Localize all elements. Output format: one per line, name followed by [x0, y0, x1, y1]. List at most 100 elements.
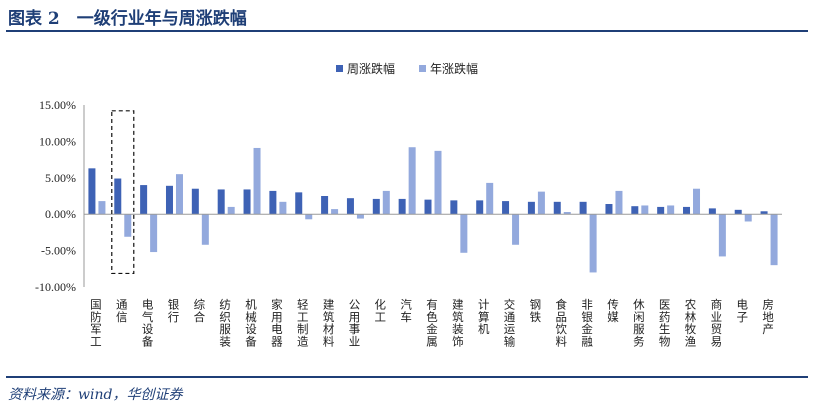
bar-yearly-4 — [175, 174, 183, 215]
bar-yearly-15 — [460, 214, 468, 253]
bar-weekly-22 — [631, 206, 639, 215]
x-tick-label: 建筑材料 — [323, 297, 335, 348]
legend-label-2: 年涨跌幅 — [430, 61, 478, 76]
bar-weekly-17 — [502, 201, 510, 215]
x-tick-label: 传媒 — [607, 297, 619, 323]
x-tick-label: 轻工制造 — [297, 297, 309, 348]
x-tick-label: 通信 — [116, 297, 128, 323]
bar-yearly-14 — [434, 150, 442, 215]
bar-yearly-9 — [305, 214, 313, 220]
x-tick-label: 食品饮料 — [556, 297, 568, 348]
figure-title: 图表 2 一级行业年与周涨跌幅 — [8, 9, 247, 29]
y-tick-label: 0.00% — [45, 207, 76, 221]
highlight-dashed-box — [111, 110, 135, 275]
bar-yearly-6 — [227, 206, 235, 215]
bar-weekly-14 — [424, 199, 432, 215]
source-note: 资料来源：wind，华创证券 — [8, 387, 183, 403]
x-tick-label: 商业贸易 — [711, 297, 723, 348]
bar-yearly-11 — [356, 214, 364, 219]
bar-weekly-27 — [760, 211, 768, 215]
bar-chart: 周涨跌幅 年涨跌幅 15.00% 10.00% 5.00% 0.00% -5.00% -10… — [35, 61, 782, 349]
x-tick-label: 汽车 — [400, 297, 412, 323]
x-tick-label: 农林牧渔 — [685, 297, 697, 348]
bar-yearly-1 — [98, 201, 106, 215]
x-tick-label: 房地产 — [762, 297, 774, 336]
bar-weekly-26 — [734, 209, 742, 215]
figure-header: 图表 2 一级行业年与周涨跌幅 — [0, 0, 814, 34]
x-tick-label: 公用事业 — [349, 297, 361, 348]
bar-yearly-20 — [589, 214, 597, 273]
bar-weekly-7 — [243, 189, 251, 215]
bar-weekly-20 — [579, 201, 587, 215]
bar-yearly-21 — [615, 190, 623, 215]
bar-weekly-4 — [165, 185, 173, 215]
bar-weekly-23 — [657, 206, 665, 215]
bar-weekly-13 — [398, 198, 406, 215]
bar-yearly-3 — [150, 214, 158, 253]
bar-yearly-22 — [641, 205, 649, 215]
bar-weekly-1 — [88, 168, 96, 215]
bar-weekly-10 — [321, 196, 329, 215]
x-tick-label: 机械设备 — [245, 297, 257, 348]
y-tick-label: -10.00% — [35, 280, 76, 294]
y-tick-label: 5.00% — [45, 171, 76, 185]
bar-yearly-8 — [279, 201, 287, 215]
x-tick-label: 休闲服务 — [633, 297, 645, 348]
bar-yearly-12 — [382, 190, 390, 215]
x-tick-label: 钢铁 — [530, 297, 542, 323]
x-tick-label: 电子 — [736, 297, 748, 323]
bar-yearly-26 — [744, 214, 752, 222]
bar-weekly-25 — [708, 208, 716, 215]
x-tick-label: 医药生物 — [659, 297, 671, 348]
legend-label-1: 周涨跌幅 — [347, 61, 395, 76]
x-tick-label: 家用电器 — [271, 297, 283, 348]
x-tick-label: 化工 — [375, 297, 387, 323]
bar-yearly-27 — [770, 214, 778, 266]
bar-weekly-12 — [372, 198, 380, 215]
x-tick-label: 纺织服装 — [219, 297, 231, 348]
bar-yearly-10 — [331, 209, 339, 215]
header-rule — [6, 30, 808, 32]
bar-weekly-24 — [683, 206, 691, 215]
bar-weekly-2 — [114, 178, 122, 215]
bar-yearly-25 — [718, 214, 726, 257]
x-tick-label: 综合 — [194, 297, 206, 323]
x-tick-label: 国防军工 — [90, 297, 102, 348]
legend-swatch-1 — [336, 65, 343, 72]
bar-weekly-11 — [346, 198, 354, 215]
bar-weekly-19 — [553, 201, 561, 215]
x-tick-label: 有色金属 — [426, 297, 438, 348]
bar-yearly-23 — [667, 205, 675, 215]
bar-weekly-6 — [217, 189, 225, 215]
bar-yearly-16 — [486, 182, 494, 215]
x-tick-label: 电气设备 — [142, 297, 154, 348]
bar-weekly-15 — [450, 200, 458, 215]
x-tick-label: 交通运输 — [504, 297, 516, 348]
y-axis: 15.00% 10.00% 5.00% 0.00% -5.00% -10.00% — [35, 98, 85, 294]
bars-group — [88, 147, 778, 273]
x-tick-label: 非银金融 — [581, 297, 593, 348]
bar-weekly-18 — [527, 201, 535, 215]
x-tick-label: 银行 — [168, 297, 180, 323]
bar-yearly-17 — [512, 214, 520, 245]
bar-yearly-13 — [408, 147, 416, 215]
y-tick-label: 10.00% — [39, 134, 76, 148]
bar-weekly-21 — [605, 204, 613, 215]
x-tick-label: 建筑装饰 — [452, 297, 464, 348]
bar-yearly-5 — [201, 214, 209, 245]
highlight-box — [111, 110, 135, 275]
bar-yearly-7 — [253, 147, 261, 215]
legend-swatch-2 — [419, 65, 426, 72]
bar-weekly-5 — [191, 188, 199, 215]
y-tick-label: -5.00% — [41, 244, 76, 258]
y-tick-label: 15.00% — [39, 98, 76, 112]
chart-legend: 周涨跌幅 年涨跌幅 — [336, 61, 478, 76]
bar-yearly-24 — [693, 188, 701, 215]
bar-weekly-9 — [295, 192, 303, 215]
bar-weekly-16 — [476, 200, 484, 215]
bar-yearly-19 — [563, 212, 571, 215]
bar-yearly-2 — [124, 214, 132, 237]
bar-weekly-8 — [269, 190, 277, 215]
bar-yearly-18 — [537, 191, 545, 215]
